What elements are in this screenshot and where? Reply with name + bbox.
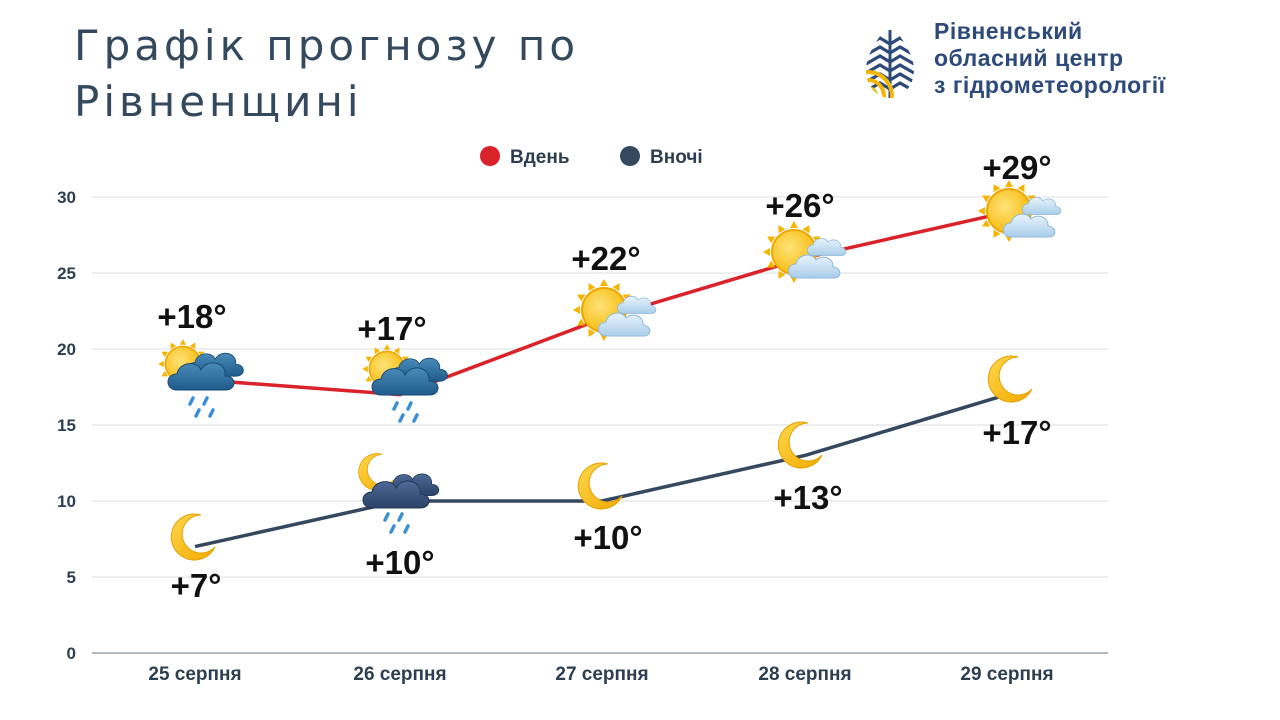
moon-icon xyxy=(777,421,823,469)
y-tick-label: 30 xyxy=(57,188,76,207)
sun-cloud-icon xyxy=(572,278,657,342)
y-tick-label: 15 xyxy=(57,416,76,435)
moon-cloud-rain-icon xyxy=(358,453,440,534)
organization-name-line-1: Рівненський xyxy=(934,18,1083,44)
legend-label-night: Вночі xyxy=(650,147,703,168)
moon-icon xyxy=(577,462,623,510)
chart-legend: Вдень Вночі xyxy=(480,146,703,168)
legend-marker-night xyxy=(620,146,640,166)
day-temperature-label: +29° xyxy=(982,149,1051,186)
night-temperature-label: +13° xyxy=(773,479,842,516)
moon-icon xyxy=(170,513,216,561)
organization-name-line-3: з гідрометеорології xyxy=(934,72,1166,98)
organization-name-line-2: обласний центр xyxy=(934,45,1124,71)
water-drop-logo-icon xyxy=(866,22,914,98)
y-tick-label: 0 xyxy=(67,644,76,663)
x-tick-label: 26 серпня xyxy=(353,664,446,685)
chart-title: Графік прогнозу по Рівненщині xyxy=(74,18,714,130)
y-tick-label: 20 xyxy=(57,340,76,359)
night-temperature-label: +10° xyxy=(573,519,642,556)
night-temperature-label: +17° xyxy=(982,414,1051,451)
sun-cloud-rain-icon xyxy=(157,338,244,418)
legend-marker-day xyxy=(480,146,500,166)
day-temperature-label: +18° xyxy=(157,298,226,335)
moon-icon xyxy=(987,355,1033,403)
y-tick-label: 10 xyxy=(57,492,76,511)
day-temperature-label: +17° xyxy=(357,310,426,347)
organization-name: Рівненський обласний центр з гідрометеор… xyxy=(934,18,1166,99)
night-temperature-label: +7° xyxy=(171,567,222,604)
sun-cloud-icon xyxy=(977,179,1062,243)
day-temperature-label: +26° xyxy=(765,187,834,224)
weather-icons xyxy=(157,179,1062,561)
sun-cloud-icon xyxy=(762,220,847,284)
night-temperature-label: +10° xyxy=(365,544,434,581)
x-tick-label: 27 серпня xyxy=(555,664,648,685)
legend-label-day: Вдень xyxy=(510,147,570,168)
day-temperature-label: +22° xyxy=(571,240,640,277)
x-tick-label: 29 серпня xyxy=(960,664,1053,685)
chart-title-line-2: Рівненщині xyxy=(74,77,363,126)
sun-cloud-rain-icon xyxy=(361,343,448,423)
organization-header: Рівненський обласний центр з гідрометеор… xyxy=(862,18,1262,108)
y-tick-label: 25 xyxy=(57,264,76,283)
x-tick-label: 28 серпня xyxy=(758,664,851,685)
chart-axes: 0 5 10 15 20 25 30 25 серпня 26 серпня 27 серпня 2… xyxy=(57,188,1108,685)
x-tick-label: 25 серпня xyxy=(148,664,241,685)
data-labels: +18° +17° +22° +26° +29° +7° +10° +10° +13° +17° xyxy=(157,149,1051,604)
chart-title-line-1: Графік прогнозу по xyxy=(74,21,580,70)
y-tick-label: 5 xyxy=(67,568,76,587)
